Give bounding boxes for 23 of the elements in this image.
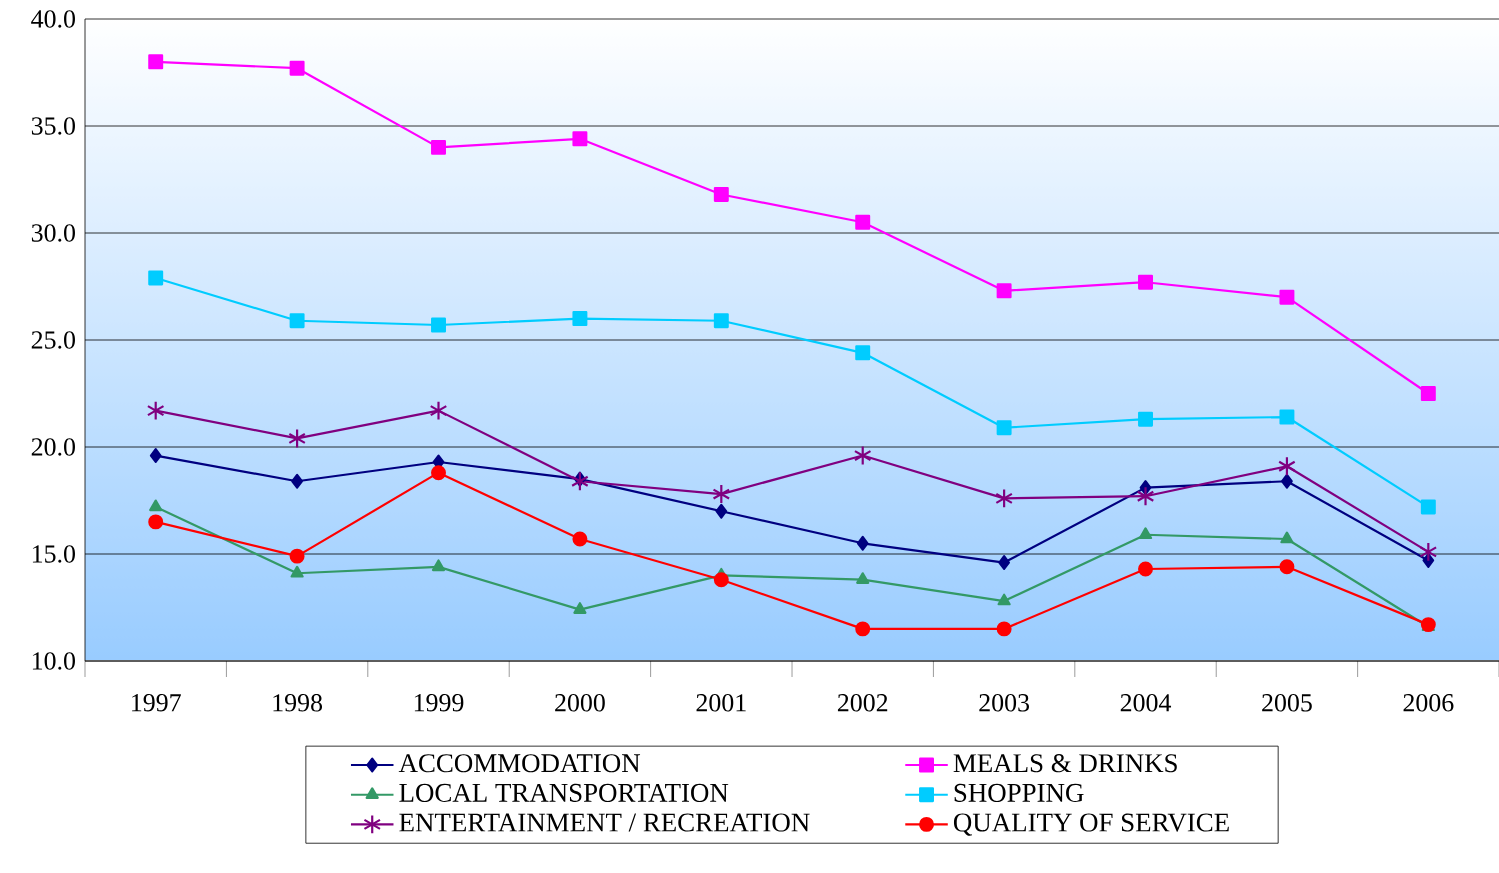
x-tick-label: 2005 [1262,694,1312,712]
y-tick-label: 25.0 [31,331,75,349]
legend-label: ACCOMMODATION [398,754,641,773]
x-tick-label: 1998 [273,694,323,712]
legend-label: LOCAL TRANSPORTATION [399,783,729,802]
y-tick-label: 35.0 [31,117,75,135]
x-tick-label: 2003 [979,694,1030,712]
x-tick-label: 2004 [1120,694,1172,712]
y-tick-label: 20.0 [31,438,75,456]
x-tick-label: 2002 [837,694,888,712]
y-tick-label: 40.0 [31,10,75,28]
y-tick-label: 15.0 [32,545,75,563]
x-tick-label: 1997 [132,694,181,712]
x-tick-label: 1999 [414,694,464,712]
legend-label: MEALS & DRINKS [953,754,1177,773]
x-tick-label: 2000 [555,694,605,712]
y-tick-label: 10.0 [32,652,75,670]
y-tick-label: 30.0 [31,224,75,242]
x-tick-label: 2006 [1403,694,1454,712]
legend-label: SHOPPING [954,783,1084,802]
legend-label: QUALITY OF SERVICE [953,813,1229,836]
legend-label: ENTERTAINMENT / RECREATION [399,813,810,832]
x-tick-label: 2001 [696,694,746,712]
